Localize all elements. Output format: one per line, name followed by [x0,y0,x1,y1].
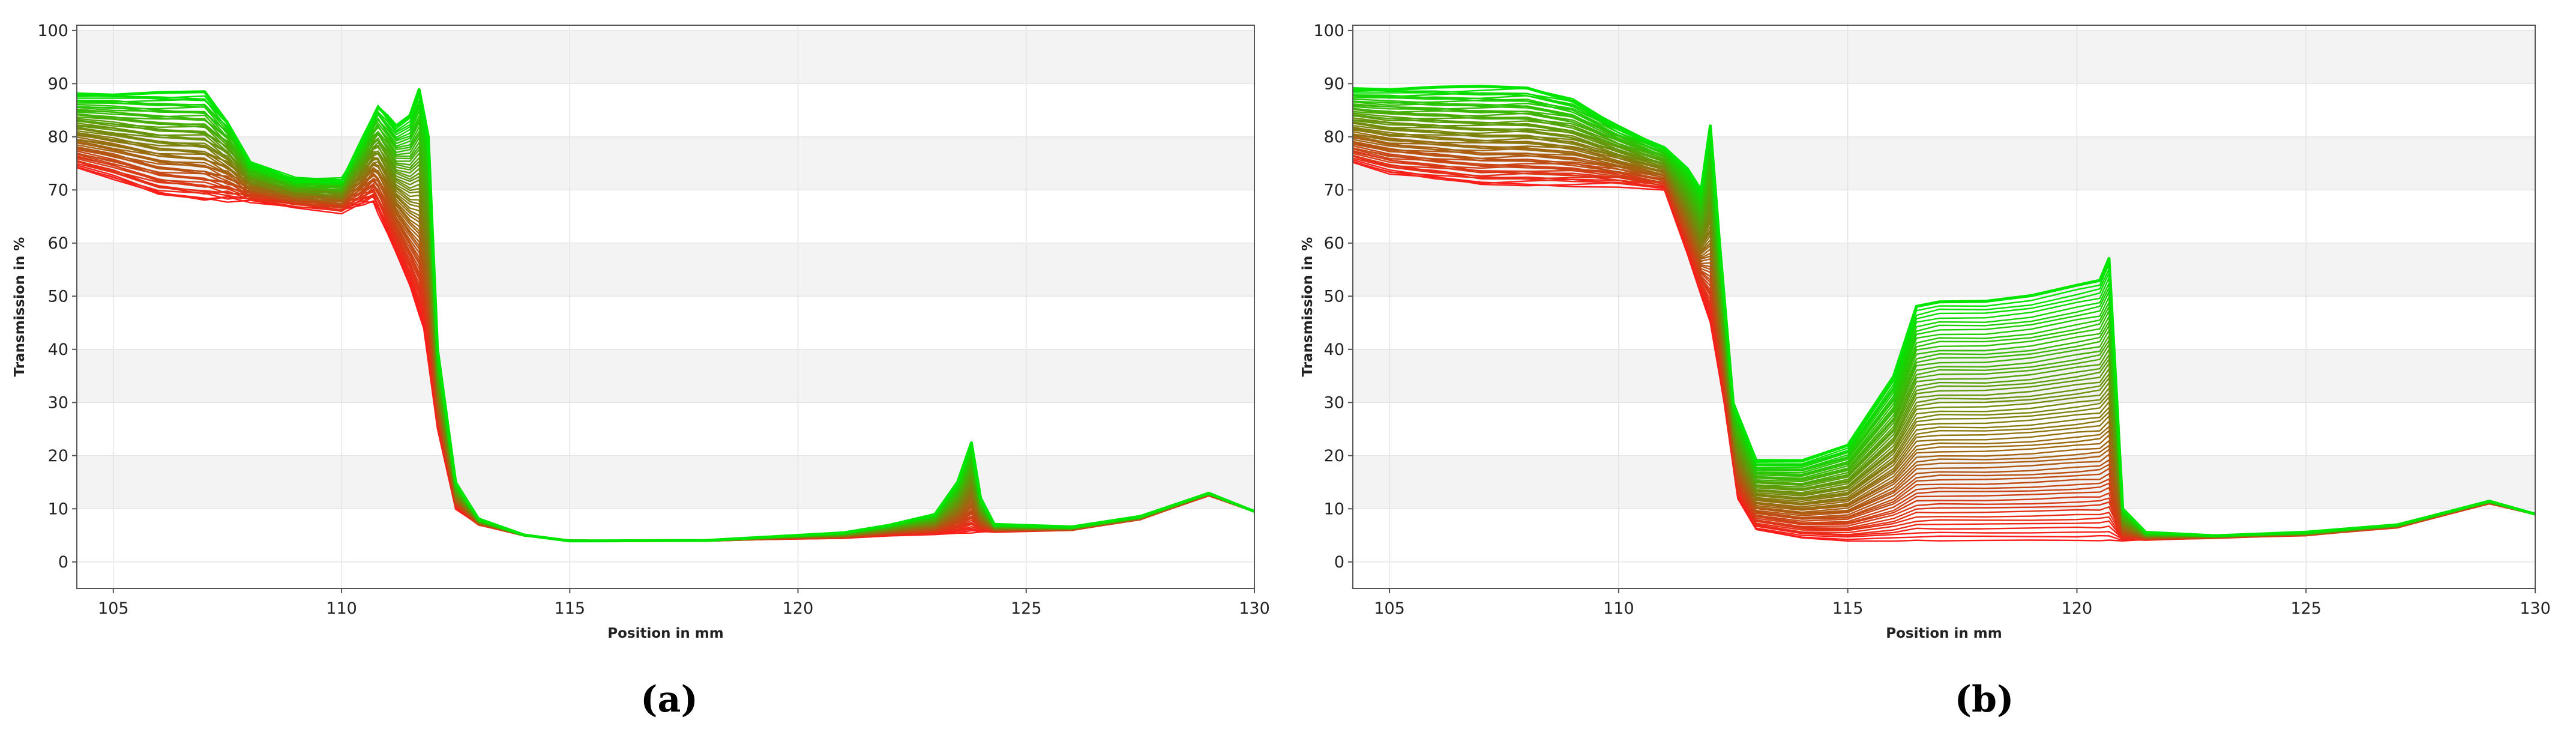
series-group [1353,85,2535,542]
series-line [1353,85,2535,537]
series-line [77,88,1254,543]
plot-frame [1352,25,2536,589]
series-group [77,88,1254,543]
x-tick-label: 105 [1374,599,1405,618]
x-tick-label: 110 [1603,599,1634,618]
x-tick-label: 120 [2062,599,2093,618]
y-tick-label: 40 [48,340,68,359]
grid-band [1353,243,2535,297]
y-tick-label: 10 [1324,500,1344,518]
chart-svg-a: 0 10 20 30 40 50 60 70 80 90 100 105 110 115 120 125 130… [12,22,1270,641]
y-tick-label: 0 [1334,553,1344,572]
x-tick-label: 130 [1239,599,1270,618]
chart-panel-b: 0 10 20 30 40 50 60 70 80 90 100 105 110 115 120 125 130… [1288,0,2576,747]
y-tick-label: 70 [1324,181,1344,199]
y-tick-label: 50 [48,287,68,306]
grid-band [77,455,1254,509]
x-tick-label: 125 [1011,599,1042,618]
y-tick-label: 70 [48,181,68,199]
y-tick-label: 40 [1324,340,1344,359]
grid-band [77,349,1254,403]
y-axis-title: Transmission in % [1300,237,1316,377]
y-tick-label: 30 [1324,393,1344,412]
y-tick-label: 50 [1324,287,1344,306]
x-axis-title: Position in mm [607,626,724,641]
grid-band [1353,30,2535,84]
y-tick-label: 80 [1324,128,1344,147]
y-tick-label: 20 [48,447,68,465]
y-tick-label: 0 [58,553,68,572]
plot-frame [76,25,1255,589]
y-tick-label: 60 [48,234,68,253]
x-axis-title: Position in mm [1886,626,2002,641]
x-tick-label: 125 [2290,599,2322,618]
x-tick-label: 130 [2520,599,2551,618]
y-tick-label: 10 [48,500,68,518]
panel-caption-a: (a) [640,679,698,721]
y-tick-label: 100 [37,22,68,40]
y-tick-label: 60 [1324,234,1344,253]
x-tick-label: 105 [98,599,129,618]
grid-band [77,30,1254,84]
y-tick-label: 90 [48,74,68,93]
y-tick-label: 20 [1324,447,1344,465]
x-tick-label: 120 [783,599,814,618]
y-tick-label: 80 [48,128,68,147]
y-axis-title: Transmission in % [12,237,28,377]
y-tick-label: 90 [1324,74,1344,93]
x-tick-label: 110 [326,599,357,618]
panel-caption-b: (b) [1954,679,2014,721]
x-tick-label: 115 [555,599,586,618]
y-tick-label: 100 [1313,22,1344,40]
x-tick-label: 115 [1832,599,1864,618]
chart-svg-b: 0 10 20 30 40 50 60 70 80 90 100 105 110 115 120 125 130… [1300,22,2551,641]
chart-panel-a: 0 10 20 30 40 50 60 70 80 90 100 105 110 115 120 125 130… [12,22,1270,721]
grid-band [77,243,1254,297]
y-tick-label: 30 [48,393,68,412]
